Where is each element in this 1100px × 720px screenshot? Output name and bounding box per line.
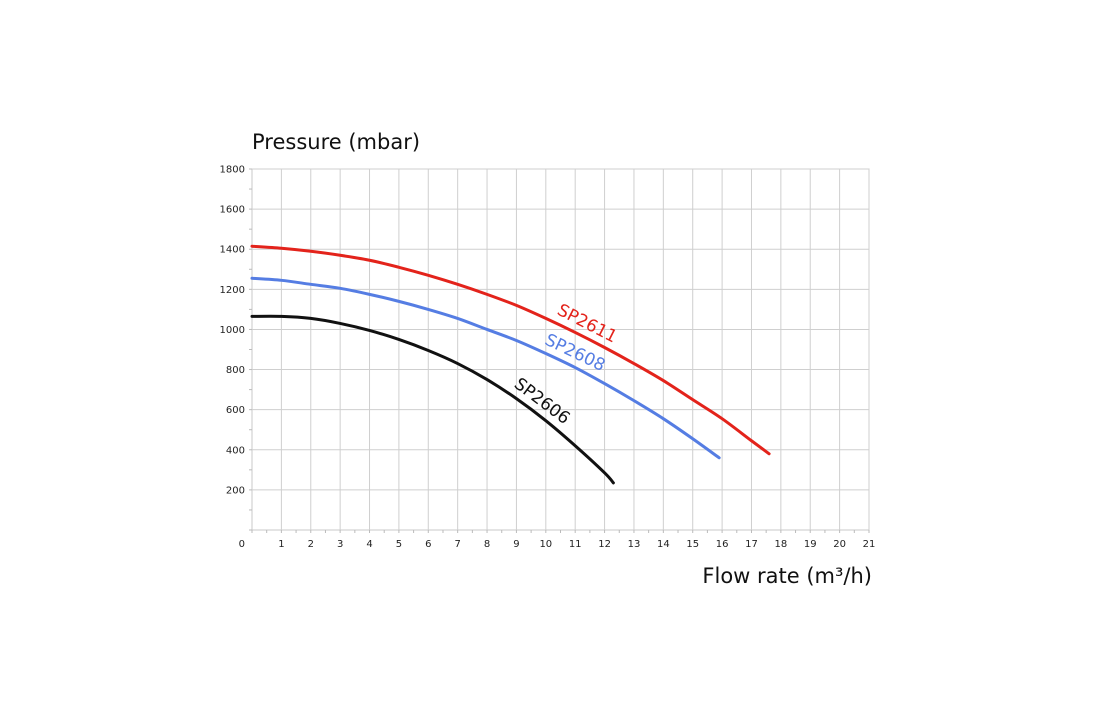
minor-ticks: [249, 168, 870, 533]
x-tick-label: 10: [539, 539, 552, 550]
chart-grid: [251, 168, 870, 531]
x-tick-label: 9: [513, 539, 519, 550]
x-tick-label: 5: [396, 539, 402, 550]
x-tick-label: 12: [598, 539, 611, 550]
x-tick-label: 3: [337, 539, 343, 550]
y-tick-label: 1000: [220, 325, 245, 336]
series-line-2: [250, 314, 615, 485]
x-tick-label: 8: [484, 539, 490, 550]
series-line-0: [250, 244, 771, 456]
y-tick-labels: 200 400 600 800 1000 1200 1400 1600 1800: [220, 165, 245, 497]
y-tick-label: 1800: [220, 165, 245, 176]
y-tick-label: 1400: [220, 245, 245, 256]
x-tick-label: 6: [425, 539, 431, 550]
x-tick-label: 17: [745, 539, 758, 550]
y-tick-label: 200: [226, 485, 245, 496]
y-axis-label: Pressure (mbar): [252, 130, 420, 154]
x-axis-label: Flow rate (m³/h): [702, 564, 872, 588]
y-tick-label: 600: [226, 405, 245, 416]
x-tick-label: 20: [833, 539, 846, 550]
x-tick-label: 14: [657, 539, 670, 550]
x-tick-label: 13: [628, 539, 641, 550]
x-tick-labels: 1 2 3 4 5 6 7 8 9 10 11 12 13 14 15 16 17 18 19 20 21: [278, 539, 875, 550]
y-tick-label: 800: [226, 365, 245, 376]
y-tick-label: 400: [226, 445, 245, 456]
series-layer: [250, 244, 771, 485]
x-tick-label: 21: [863, 539, 876, 550]
y-tick-label: 1200: [220, 285, 245, 296]
x-tick-label: 18: [774, 539, 787, 550]
x-tick-label: 19: [804, 539, 817, 550]
x-tick-label: 1: [278, 539, 284, 550]
x-tick-label: 11: [569, 539, 582, 550]
x-tick-label: 16: [716, 539, 729, 550]
x-tick-label: 4: [366, 539, 372, 550]
x-tick-label: 15: [686, 539, 699, 550]
series-line-1: [250, 276, 721, 460]
y-tick-label: 1600: [220, 205, 245, 216]
x-tick-label: 2: [308, 539, 314, 550]
origin-label: 0: [239, 539, 245, 550]
x-tick-label: 7: [454, 539, 460, 550]
